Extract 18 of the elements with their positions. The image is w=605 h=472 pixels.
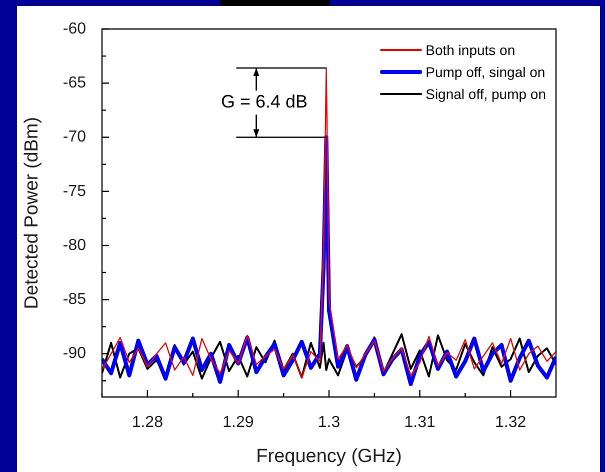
- y-tick-label: -85: [62, 290, 86, 308]
- x-tick-label: 1.3: [318, 414, 340, 432]
- y-tick-label: -65: [62, 74, 86, 92]
- x-tick-label: 1.32: [495, 414, 526, 432]
- y-axis-title: Detected Power (dBm): [22, 116, 43, 310]
- x-axis-title: Frequency (GHz): [256, 446, 402, 467]
- y-tick-label: -60: [62, 20, 86, 38]
- legend-label: Signal off, pump on: [426, 85, 546, 104]
- y-tick-label: -90: [62, 345, 86, 362]
- legend-label: Pump off, singal on: [426, 63, 546, 82]
- y-tick-label: -80: [62, 236, 86, 254]
- x-tick-label: 1.28: [132, 414, 164, 432]
- x-tick-label: 1.29: [222, 414, 254, 432]
- legend-label: Both inputs on: [426, 41, 516, 60]
- x-tick-label: 1.31: [404, 414, 436, 432]
- y-tick-label: -75: [62, 182, 86, 200]
- y-tick-label: -70: [62, 128, 86, 146]
- annotation: G = 6.4 dB: [220, 92, 308, 112]
